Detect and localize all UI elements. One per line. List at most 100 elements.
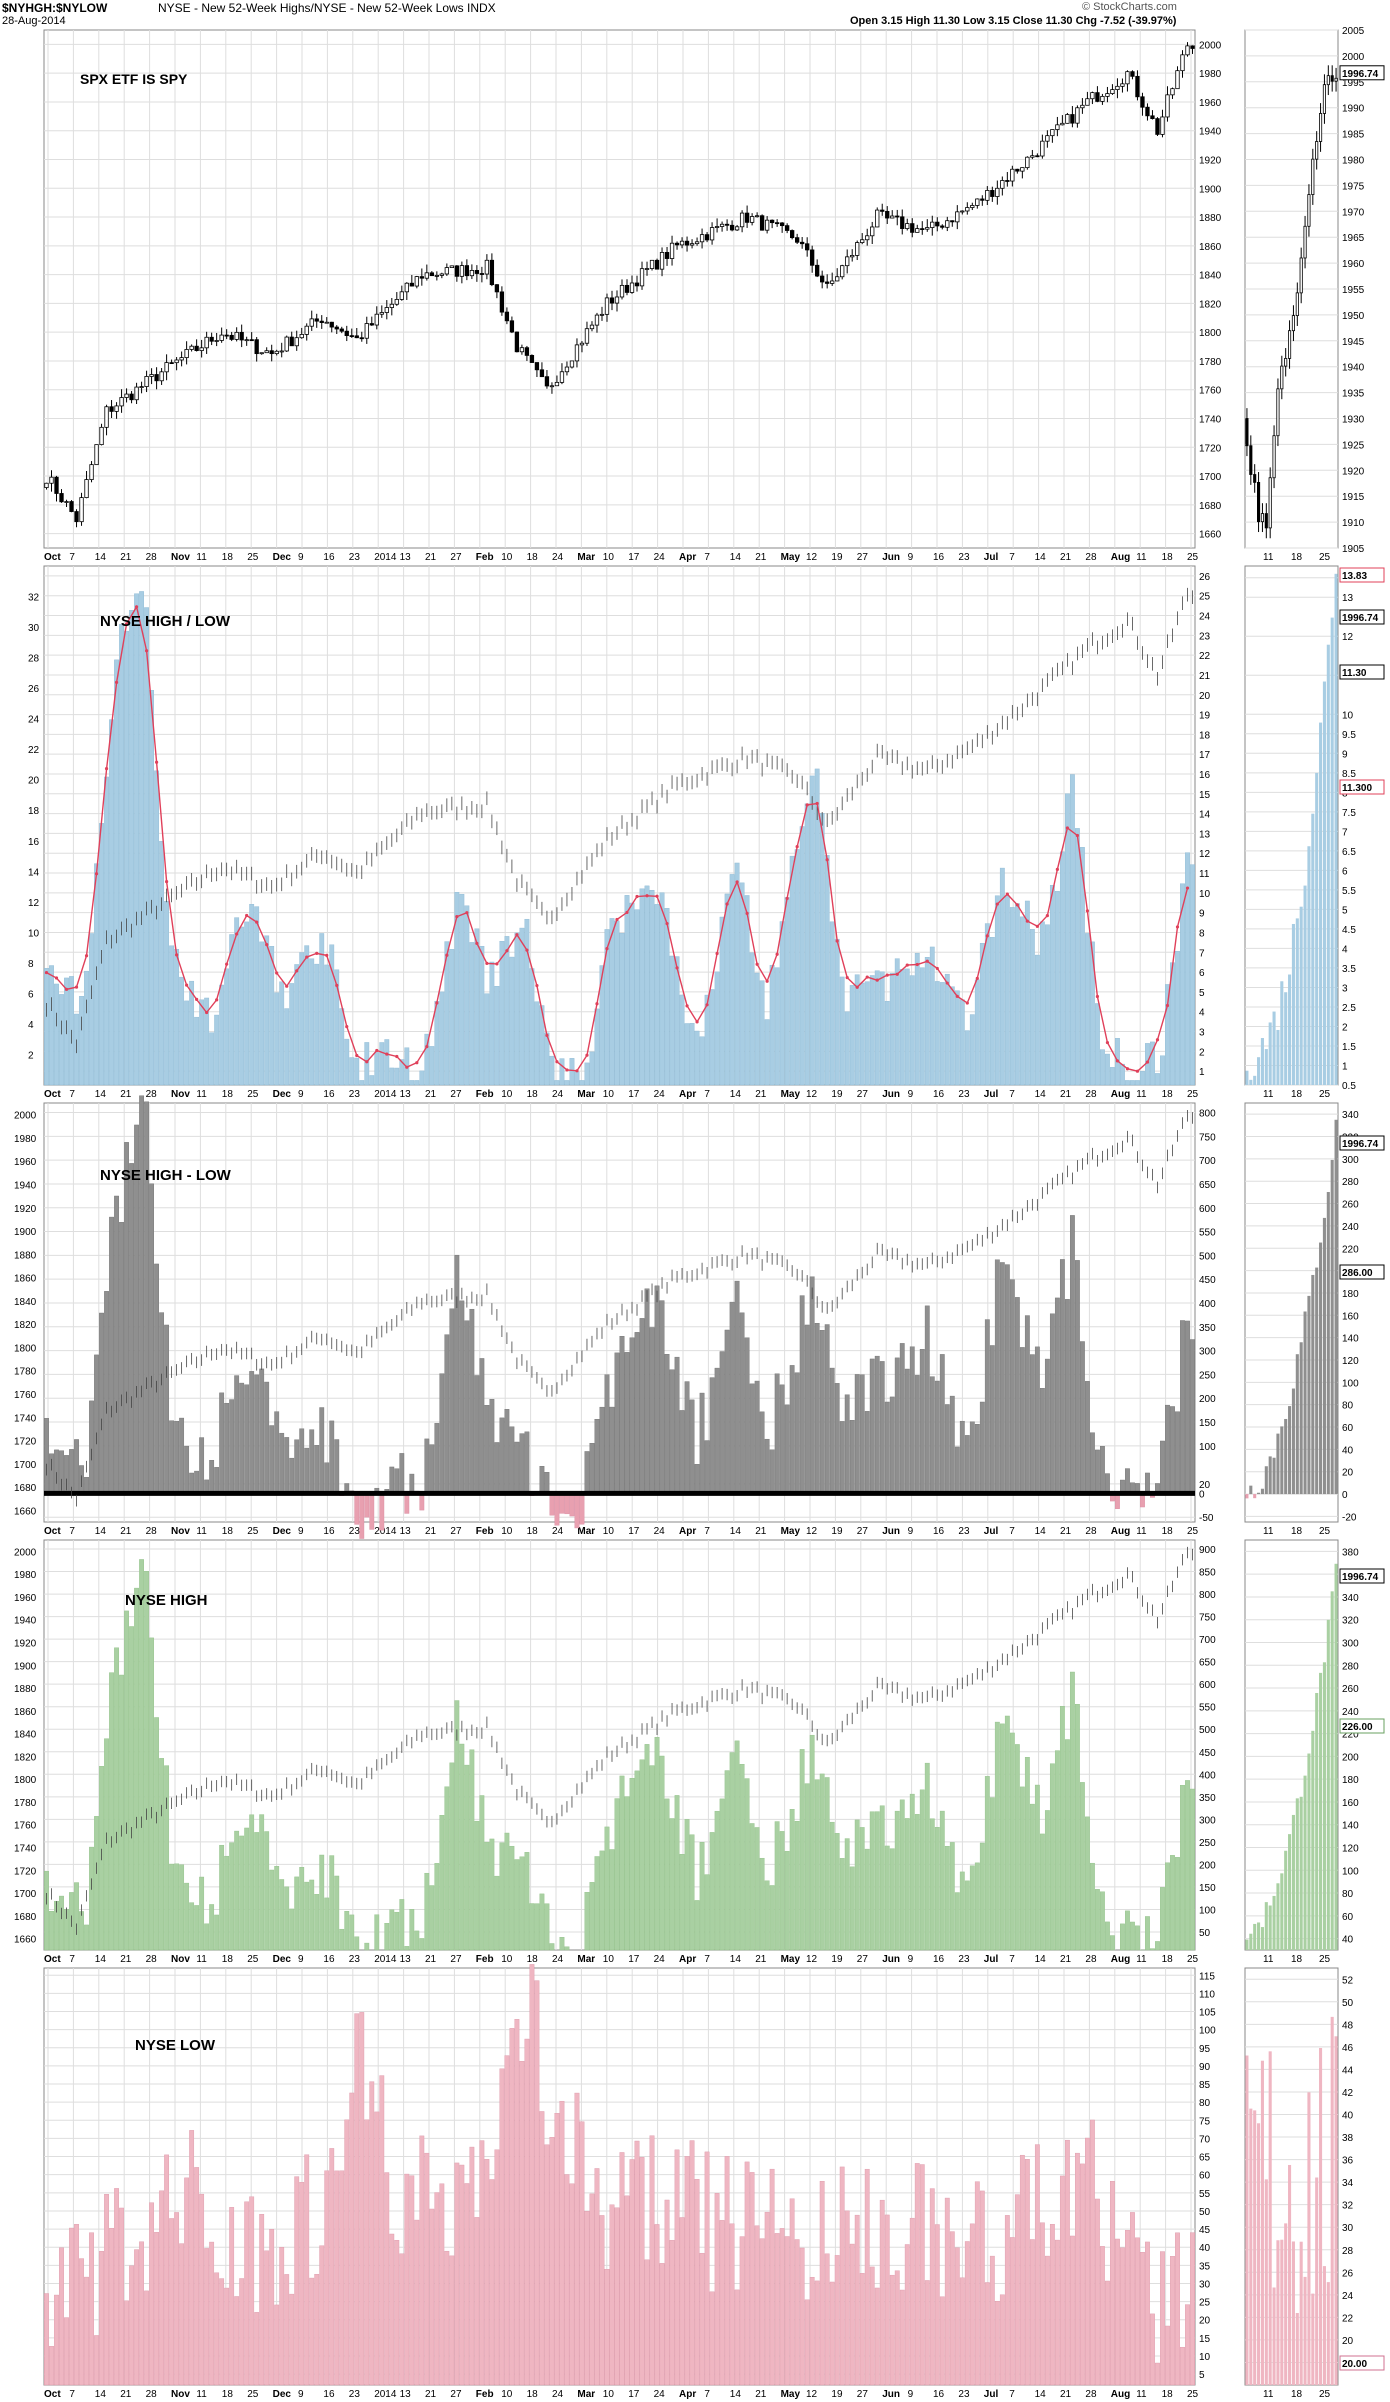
low-bar [1253,2110,1257,2385]
high-bar [1284,1850,1288,1950]
high-bar [629,1777,635,1951]
ratio-bar [879,971,885,1086]
diff-bar [629,1337,635,1494]
x-tick-label: Jun [882,1954,900,1965]
x-tick-label: 25 [1187,2389,1199,2400]
diff-bar [409,1473,415,1494]
y-tick-label: 1660 [14,1935,37,1946]
diff-bar [569,1493,575,1517]
candle [1150,115,1155,120]
y-tick-label: 650 [1199,1658,1216,1669]
candle [1185,45,1190,56]
diff-bar [644,1288,650,1494]
ratio-bar [869,975,875,1086]
candle [1175,70,1180,90]
low-bar [174,2212,180,2386]
y-tick-label: 340 [1342,1593,1359,1604]
ratio-bar [309,958,315,1086]
x-tick-label: Mar [577,1526,595,1537]
x-tick-label: 23 [349,1089,361,1100]
x-tick-label: 17 [628,552,640,563]
x-tick-label: 14 [95,1954,107,1965]
low-bar [159,2190,165,2386]
y-tick-label: 7 [1199,948,1205,959]
low-bar [1303,2276,1307,2385]
low-bar [1260,2060,1264,2385]
diff-bar [944,1404,950,1494]
x-tick-label: 21 [755,552,767,563]
candle [1000,180,1005,189]
candle [1180,54,1185,72]
ratio-bar [979,942,985,1086]
y-tick-label: 50 [1342,1998,1354,2009]
y-tick-label: 16 [1199,770,1211,781]
ratio-bar [89,933,94,1086]
value-label: 11.300 [1342,783,1372,794]
candle [194,345,199,352]
ratio-bar [159,841,165,1086]
high-bar [534,1903,540,1951]
high-bar [389,1909,395,1951]
y-tick-label: 22 [1199,651,1211,662]
high-bar [564,1946,570,1951]
low-bar [1276,2240,1280,2385]
high-bar [1004,1715,1010,1951]
high-bar [169,1863,175,1951]
x-tick-label: 11 [1136,2389,1147,2400]
ratio-bar [119,624,124,1086]
y-tick-label: 1960 [14,1593,37,1604]
ratio-bar [319,933,325,1086]
low-bar [314,2274,320,2386]
high-bar [989,1797,995,1951]
x-tick-label: 9 [298,1526,304,1537]
y-tick-label: -20 [1342,1512,1357,1523]
high-bar [649,1765,655,1951]
ratio-bar [269,946,275,1086]
x-tick-label: 18 [222,1089,234,1100]
value-box [1339,779,1385,795]
candle [449,265,455,269]
low-bar [424,2152,430,2386]
high-bar [999,1723,1005,1951]
y-tick-label: 1800 [1199,328,1222,339]
y-tick-label: 400 [1199,1299,1216,1310]
x-tick-label: 23 [958,1526,970,1537]
diff-bar [119,1222,124,1494]
ratio-bar [1315,772,1319,1085]
x-tick-label: 24 [552,1089,564,1100]
ratio-bar [1249,1079,1253,1085]
diff-bar [794,1372,800,1494]
low-bar [504,2055,510,2386]
y-tick-label: 1 [1342,1061,1348,1072]
x-tick-label: 14 [1035,1526,1047,1537]
low-bar [519,2061,525,2386]
value-label: 286.00 [1342,1268,1373,1279]
candle [279,350,284,353]
low-bar [914,2163,920,2386]
x-tick-label: 27 [450,2389,462,2400]
low-bar [904,2244,910,2386]
x-tick-label: 19 [831,1954,843,1965]
ratio-bar [709,989,715,1086]
candle [609,297,615,304]
diff-bar [449,1308,455,1494]
candle [269,350,274,355]
low-bar [859,2273,865,2386]
high-bar [504,1832,510,1951]
low-bar [839,2166,845,2386]
candle [419,276,424,279]
diff-bar [44,1418,49,1494]
candle [169,362,174,365]
low-bar [1291,2241,1295,2385]
candle [845,256,850,267]
ratio-bar [914,952,920,1086]
x-tick-label: 10 [603,1954,615,1965]
diff-bar [269,1425,275,1494]
y-tick-label: 1840 [14,1297,37,1308]
low-bar [769,2168,775,2386]
low-bar [764,2211,770,2386]
y-tick-label: 1930 [1342,415,1365,426]
y-tick-label: 10 [1342,710,1354,721]
low-bar [829,2281,835,2386]
y-tick-label: 17 [1199,750,1211,761]
